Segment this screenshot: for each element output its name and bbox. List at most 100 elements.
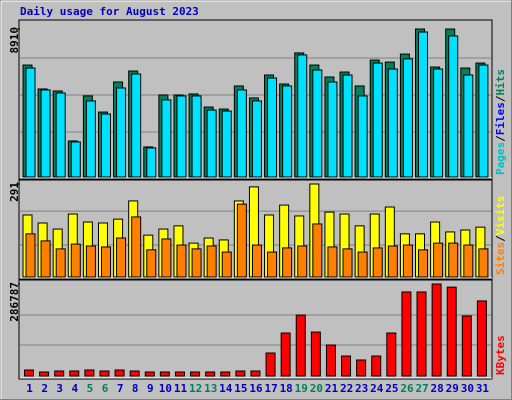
- x-tick-label: 30: [461, 382, 474, 395]
- bar: [114, 369, 125, 377]
- x-tick-label: 7: [117, 382, 124, 395]
- bar: [25, 233, 36, 278]
- x-tick-label: 23: [355, 382, 368, 395]
- bar: [282, 85, 293, 178]
- bar: [129, 370, 140, 377]
- x-tick-label: 8: [132, 382, 139, 395]
- bar: [297, 54, 308, 178]
- bar: [205, 371, 216, 377]
- bar: [446, 286, 457, 377]
- x-tick-label: 12: [189, 382, 202, 395]
- bar: [24, 369, 34, 377]
- bar: [220, 371, 231, 377]
- y-tick-label: 8910: [8, 27, 21, 54]
- bar: [267, 77, 278, 178]
- bar: [478, 64, 489, 178]
- x-tick-label: 25: [385, 382, 398, 395]
- x-tick-label: 29: [446, 382, 459, 395]
- bar: [312, 69, 323, 178]
- bar: [310, 331, 321, 377]
- legend-separator: /: [494, 235, 507, 242]
- legend: Pages/Files/Hits: [494, 69, 507, 175]
- bar: [463, 74, 474, 178]
- bar: [221, 110, 232, 178]
- bar: [448, 242, 459, 278]
- bar: [325, 344, 336, 377]
- bar: [402, 244, 413, 278]
- bar: [116, 87, 127, 178]
- legend-entry: KBytes: [494, 335, 507, 375]
- x-tick-label: 13: [204, 382, 217, 395]
- bar: [341, 355, 352, 377]
- bar: [251, 100, 262, 178]
- x-tick-label: 21: [325, 382, 339, 395]
- x-tick-label: 15: [234, 382, 247, 395]
- bar: [116, 237, 127, 278]
- bar: [371, 355, 382, 377]
- bar: [387, 68, 398, 178]
- bar: [85, 100, 96, 178]
- legend: Sites/Visits: [494, 196, 507, 276]
- x-tick-label: 27: [415, 382, 428, 395]
- bar: [236, 89, 247, 178]
- legend-entry: Files: [494, 102, 507, 135]
- bar: [85, 245, 96, 278]
- x-tick-label: 22: [340, 382, 353, 395]
- bar: [174, 371, 185, 377]
- bar: [159, 371, 170, 377]
- bar: [327, 81, 338, 178]
- bar: [70, 243, 81, 278]
- bar: [54, 370, 65, 377]
- bar: [25, 67, 36, 178]
- bar: [280, 332, 291, 377]
- bar: [251, 244, 262, 278]
- bar: [146, 147, 157, 178]
- bar: [372, 247, 383, 278]
- bar: [161, 99, 172, 178]
- bar: [55, 248, 66, 278]
- bar: [461, 315, 472, 377]
- bar: [476, 300, 487, 377]
- bar: [267, 251, 278, 278]
- bar: [206, 245, 217, 278]
- bar: [55, 92, 66, 178]
- panel: [18, 279, 493, 380]
- bar: [416, 291, 427, 377]
- bar: [372, 62, 383, 178]
- legend-entry: Pages: [494, 142, 507, 175]
- bar: [356, 359, 367, 377]
- bar: [418, 31, 429, 178]
- x-tick-label: 24: [370, 382, 384, 395]
- bar: [357, 251, 368, 278]
- x-tick-label: 11: [174, 382, 188, 395]
- x-tick-label: 18: [280, 382, 293, 395]
- x-tick-label: 10: [159, 382, 172, 395]
- bar: [250, 370, 261, 377]
- x-tick-label: 14: [219, 382, 233, 395]
- bar: [297, 245, 308, 278]
- legend-separator: /: [494, 135, 507, 142]
- x-tick-label: 6: [102, 382, 109, 395]
- chart-title: Daily usage for August 2023: [20, 5, 199, 18]
- bar: [100, 113, 111, 178]
- bar: [69, 370, 80, 377]
- bar: [99, 370, 110, 377]
- bar: [190, 371, 201, 377]
- bar: [357, 95, 368, 178]
- x-tick-label: 19: [295, 382, 308, 395]
- legend-entry: Visits: [494, 196, 507, 236]
- legend: KBytes: [494, 335, 507, 375]
- bar: [327, 246, 338, 278]
- bar: [191, 95, 202, 178]
- bar: [433, 68, 444, 178]
- x-tick-label: 26: [400, 382, 414, 395]
- y-tick-label: 291: [8, 182, 21, 202]
- bar: [295, 314, 306, 377]
- bar: [161, 238, 172, 278]
- bar: [131, 73, 142, 178]
- bar: [191, 248, 202, 278]
- bar: [265, 352, 276, 377]
- legend-entry: Hits: [494, 69, 507, 96]
- x-tick-label: 17: [264, 382, 277, 395]
